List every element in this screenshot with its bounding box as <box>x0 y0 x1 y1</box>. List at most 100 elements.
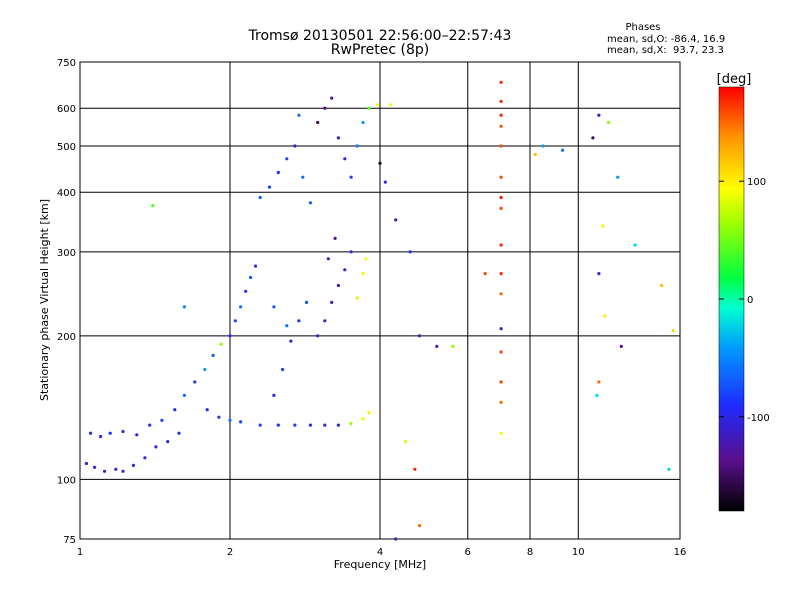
data-point <box>355 296 359 300</box>
data-point <box>182 305 186 309</box>
data-point <box>541 144 545 148</box>
data-point <box>671 329 675 333</box>
data-point <box>451 344 455 348</box>
data-point <box>378 161 382 165</box>
data-point <box>293 144 297 148</box>
data-point <box>99 434 103 439</box>
data-point <box>483 272 487 276</box>
chart-title: Tromsø 20130501 22:56:00–22:57:43 <box>248 28 512 44</box>
data-point <box>591 136 595 140</box>
data-point <box>219 342 223 346</box>
data-point <box>205 408 209 412</box>
data-point <box>148 423 152 427</box>
data-point <box>244 289 248 293</box>
data-point <box>308 423 312 427</box>
data-point <box>616 175 620 179</box>
data-point <box>93 465 97 469</box>
data-point <box>102 469 107 473</box>
data-point <box>267 185 272 189</box>
data-point <box>285 324 289 328</box>
data-point <box>333 236 337 240</box>
data-point <box>293 423 297 427</box>
x-tick-label: 2 <box>227 547 233 558</box>
data-point <box>281 367 285 372</box>
data-point <box>499 292 503 296</box>
grid-lines <box>80 62 680 539</box>
data-point <box>276 170 280 175</box>
data-point <box>499 380 503 384</box>
colorbar-tick-label: 0 <box>747 295 753 306</box>
data-point <box>316 334 320 338</box>
x-tick-label: 1 <box>77 547 83 558</box>
data-point <box>408 250 412 254</box>
y-tick-label: 600 <box>57 104 76 115</box>
data-point <box>499 99 503 103</box>
data-point <box>364 257 368 261</box>
data-point <box>499 80 503 84</box>
data-point <box>326 257 330 261</box>
phases-line-o: mean, sd,O: -86.4, 16.9 <box>607 34 725 45</box>
data-point <box>367 106 371 110</box>
y-tick-label: 750 <box>57 58 76 69</box>
data-point <box>193 380 197 384</box>
data-point <box>289 339 293 343</box>
data-point <box>499 327 503 331</box>
data-point <box>173 408 177 412</box>
data-point <box>383 180 387 184</box>
data-point <box>349 250 353 254</box>
data-point <box>499 431 503 435</box>
data-point <box>84 461 88 466</box>
data-point <box>597 380 601 384</box>
data-point <box>499 195 503 200</box>
data-point <box>233 319 237 323</box>
data-point <box>601 224 605 228</box>
data-point <box>297 319 301 323</box>
data-point <box>499 400 503 404</box>
data-point <box>131 463 135 467</box>
colorbar-tick-label: -100 <box>747 413 770 424</box>
data-point <box>258 195 262 200</box>
data-point <box>361 120 365 125</box>
data-point <box>499 175 503 179</box>
data-point <box>323 423 327 427</box>
data-point <box>135 433 139 437</box>
axis-ticks: 1 2 4 6 8 10 16 75 100 200 300 400 500 600 750 <box>57 58 686 558</box>
y-tick-label: 300 <box>57 248 76 259</box>
data-point <box>323 319 327 323</box>
data-point <box>667 467 671 471</box>
data-point <box>258 423 262 427</box>
data-point <box>305 300 309 304</box>
data-point <box>316 120 320 125</box>
y-tick-label: 400 <box>57 188 76 199</box>
data-point <box>336 283 340 288</box>
data-point <box>308 201 312 205</box>
data-point <box>375 103 379 107</box>
y-tick-label: 100 <box>57 475 76 486</box>
data-point <box>394 218 398 222</box>
data-point <box>330 300 334 304</box>
data-point <box>435 344 439 348</box>
data-points <box>84 80 675 541</box>
colorbar-tick-label: 100 <box>747 177 766 188</box>
data-point <box>349 175 353 179</box>
data-point <box>114 467 118 471</box>
data-point <box>228 418 232 422</box>
data-point <box>595 393 599 397</box>
data-point <box>336 136 340 140</box>
data-point <box>301 175 305 179</box>
data-point <box>660 283 664 288</box>
data-point <box>413 467 417 471</box>
phases-line-x: mean, sd,X: 93.7, 23.3 <box>607 45 724 56</box>
data-point <box>499 144 503 148</box>
data-point <box>343 157 347 161</box>
x-tick-label: 16 <box>674 547 687 558</box>
data-point <box>355 144 359 148</box>
x-tick-label: 10 <box>572 547 585 558</box>
y-tick-label: 75 <box>63 535 76 546</box>
data-point <box>499 350 503 354</box>
data-point <box>389 103 393 107</box>
data-point <box>272 393 276 397</box>
data-point <box>597 113 601 117</box>
data-point <box>417 524 422 528</box>
